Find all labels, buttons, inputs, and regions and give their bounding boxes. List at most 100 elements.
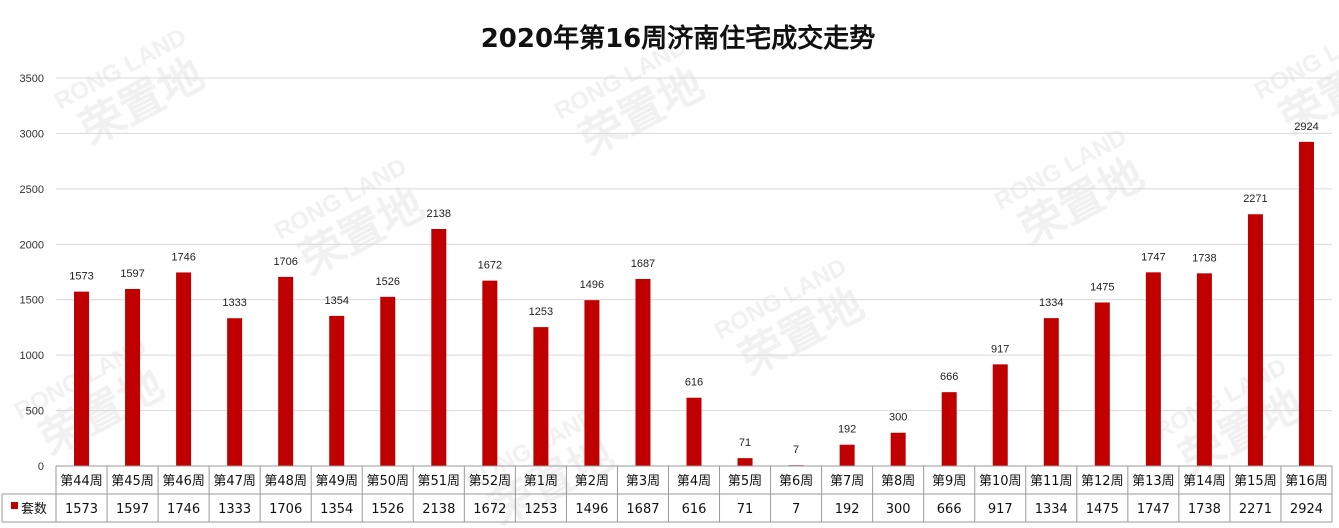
data-table: 第44周 第45周 第46周 第47周 第48周 第49周 第50周 第51周 第52周 第1周 第… — [1, 465, 1333, 523]
bar — [1298, 141, 1314, 467]
table-value-cell: 71 — [737, 502, 754, 517]
table-header-cell: 第16周 — [1285, 474, 1328, 489]
table-value-cell: 1746 — [167, 502, 200, 517]
table-header-cell: 第8周 — [881, 474, 915, 489]
table-value-cell: 1475 — [1086, 502, 1119, 517]
bar — [941, 392, 957, 466]
table-value-cell: 1496 — [575, 502, 608, 517]
table-header-cell: 第14周 — [1183, 474, 1226, 489]
chart-title: 2020年第16周济南住宅成交走势 — [481, 23, 876, 54]
bar — [890, 432, 906, 466]
bar — [533, 327, 549, 466]
table-header-cell: 第9周 — [932, 474, 966, 489]
data-label: 2271 — [1243, 193, 1267, 205]
table-header-cell: 第52周 — [469, 474, 512, 489]
table-header-cell: 第15周 — [1234, 474, 1277, 489]
table-value-cell: 2271 — [1239, 502, 1272, 517]
data-label: 1354 — [324, 295, 348, 307]
table-value-cell: 1687 — [626, 502, 659, 517]
table-value-cell: 7 — [792, 502, 800, 517]
table-header-cell: 第5周 — [728, 474, 762, 489]
table-value-cell: 1354 — [320, 502, 353, 517]
table-value-cell: 1672 — [473, 502, 506, 517]
bar — [992, 364, 1008, 466]
data-label: 1597 — [120, 268, 144, 280]
y-tick-label: 3500 — [20, 73, 44, 85]
table-value-cell: 1334 — [1035, 502, 1068, 517]
table-value-cell: 1706 — [269, 502, 302, 517]
legend-label: 套数 — [21, 501, 47, 517]
data-label: 2924 — [1294, 121, 1318, 133]
table-header-cell: 第1周 — [524, 474, 558, 489]
data-label: 666 — [940, 371, 958, 383]
y-tick-label: 1500 — [20, 295, 44, 307]
legend-swatch — [11, 502, 18, 509]
bar — [686, 397, 702, 466]
table-value-cell: 300 — [886, 502, 911, 517]
table-header-cell: 第45周 — [111, 474, 154, 489]
table-value-cell: 1747 — [1137, 502, 1170, 517]
table-header-cell: 第7周 — [830, 474, 864, 489]
bar — [125, 288, 141, 466]
y-tick-label: 500 — [26, 406, 44, 418]
data-label: 917 — [991, 343, 1009, 355]
y-tick-label: 2000 — [20, 239, 44, 251]
data-label: 1333 — [222, 297, 246, 309]
table-header-cell: 第4周 — [677, 474, 711, 489]
bar — [1094, 302, 1110, 466]
data-label: 71 — [739, 437, 751, 449]
bar — [635, 278, 651, 466]
data-label: 1475 — [1090, 281, 1114, 293]
data-label: 1672 — [478, 260, 502, 272]
data-label: 1746 — [171, 251, 195, 263]
data-label: 1573 — [69, 271, 93, 283]
bar — [584, 300, 600, 466]
data-label: 1706 — [273, 256, 297, 268]
data-label: 1334 — [1039, 297, 1063, 309]
table-header-cell: 第44周 — [60, 474, 103, 489]
table-value-cell: 2924 — [1290, 502, 1323, 517]
y-tick-label: 1000 — [20, 350, 44, 362]
table-header-cell: 第6周 — [779, 474, 813, 489]
table-header-cell: 第11周 — [1030, 474, 1073, 489]
data-label: 1747 — [1141, 251, 1165, 263]
table-value-cell: 1573 — [65, 502, 98, 517]
y-axis: 0 500 1000 1500 2000 2500 3000 3500 — [20, 73, 44, 473]
bar — [380, 296, 396, 466]
table-header-cell: 第48周 — [264, 474, 307, 489]
table-value-cell: 1597 — [116, 502, 149, 517]
y-tick-label: 3000 — [20, 128, 44, 140]
table-header-cell: 第50周 — [366, 474, 409, 489]
table-value-cell: 1253 — [524, 502, 557, 517]
bar — [227, 318, 243, 466]
data-label: 1526 — [376, 276, 400, 288]
table-value-cell: 616 — [682, 502, 707, 517]
table-header-cell: 第2周 — [575, 474, 609, 489]
bar — [176, 272, 192, 466]
table-value-cell: 2138 — [422, 502, 455, 517]
table-value-cell: 1333 — [218, 502, 251, 517]
bar — [278, 276, 294, 466]
bar — [1196, 273, 1212, 466]
table-value-cell: 192 — [835, 502, 860, 517]
table-header-cell: 第46周 — [162, 474, 205, 489]
bar — [329, 315, 345, 466]
bar — [482, 280, 498, 466]
data-label: 300 — [889, 412, 907, 424]
bar — [839, 444, 855, 466]
table-value-cell: 1526 — [371, 502, 404, 517]
bar — [1145, 272, 1161, 466]
table-header-cell: 第3周 — [626, 474, 660, 489]
y-tick-label: 0 — [38, 461, 44, 473]
data-label: 2138 — [427, 208, 451, 220]
bar — [737, 458, 753, 466]
table-header-cell: 第49周 — [315, 474, 358, 489]
data-label: 1738 — [1192, 252, 1216, 264]
data-label: 1687 — [631, 258, 655, 270]
bar — [1043, 318, 1059, 466]
